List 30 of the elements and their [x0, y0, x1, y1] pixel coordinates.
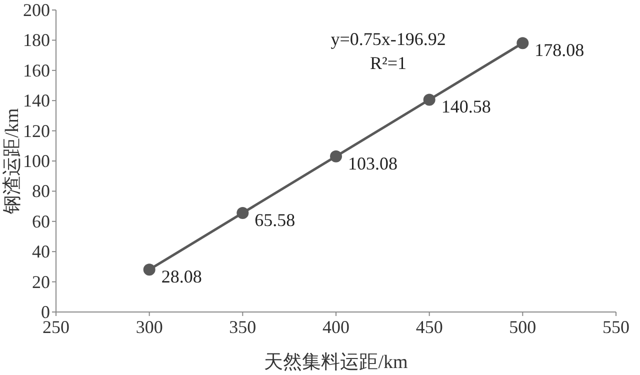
y-tick-label: 60	[32, 211, 50, 232]
point	[423, 94, 436, 106]
y-tick-label: 120	[23, 120, 50, 141]
x-tick-label: 350	[229, 317, 256, 337]
y-tick-label: 200	[23, 0, 50, 20]
x-tick-label: 550	[602, 317, 630, 337]
y-axis-title: 钢渣运距/km	[2, 108, 23, 215]
x-axis-title: 天然集料运距/km	[264, 352, 408, 373]
y-tick-label: 80	[32, 181, 50, 202]
y-tick-label: 160	[23, 60, 50, 80]
y-tick-label: 180	[23, 30, 50, 50]
point	[330, 150, 342, 162]
data-label: 178.08	[534, 40, 584, 60]
x-tick-label: 500	[509, 317, 536, 337]
y-tick-label: 40	[32, 242, 50, 262]
annotation: R²=1	[370, 53, 407, 73]
data-label: 65.58	[254, 210, 296, 230]
annotation: y=0.75x-196.92	[330, 29, 446, 49]
data-label: 28.08	[161, 266, 202, 287]
data-label: 103.08	[348, 153, 398, 174]
x-tick-label: 450	[416, 317, 443, 337]
y-tick-label: 140	[23, 90, 50, 111]
x-tick-label: 400	[322, 317, 350, 337]
data-label: 140.58	[441, 96, 491, 117]
point	[516, 37, 529, 50]
y-tick-label: 20	[32, 272, 50, 292]
x-tick-label: 300	[136, 317, 163, 337]
point	[236, 206, 249, 219]
y-tick-label: 100	[23, 151, 50, 171]
point	[143, 264, 156, 276]
